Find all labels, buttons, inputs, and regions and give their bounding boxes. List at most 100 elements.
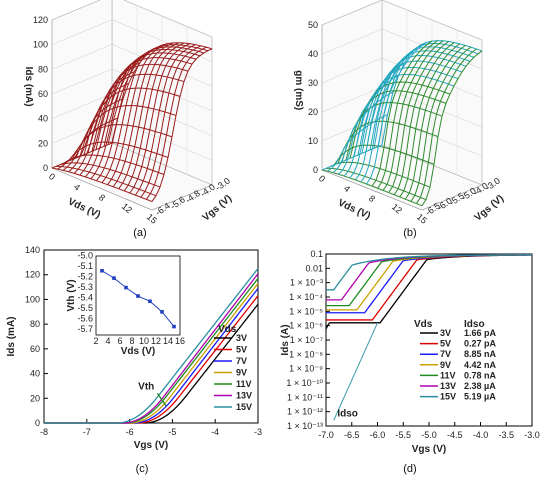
vth-arrow — [156, 392, 167, 407]
legend-label: 11V — [440, 370, 456, 380]
z-tick-label: 0 — [313, 165, 318, 175]
caption-a: (a) — [133, 227, 146, 239]
y-tick-label: 120 — [25, 270, 40, 280]
y-tick-label: 80 — [30, 319, 40, 329]
y-tick-label: 60 — [30, 344, 40, 354]
y-tick-label: 0 — [35, 418, 40, 428]
x-tick-label: -3 — [254, 427, 262, 437]
x-tick-label: -5.0 — [421, 430, 437, 440]
surface-line — [151, 48, 213, 202]
x-tick-label: -6.0 — [370, 430, 386, 440]
y-tick-label: 140 — [25, 245, 40, 255]
z-tick-label: 10 — [308, 136, 318, 146]
inset-y-tick-label: -5.7 — [77, 324, 93, 334]
x-tick-label: -3.5 — [498, 430, 514, 440]
surface-line — [377, 40, 438, 189]
idso-annotation: Idso — [337, 409, 358, 420]
x-tick-label: 15 — [145, 212, 159, 226]
y-tick-label: 1 × 10⁻⁵ — [289, 306, 323, 316]
legend-label: 11V — [236, 379, 252, 389]
surface-line — [129, 43, 190, 194]
surface-line — [51, 142, 113, 169]
legend-idso-value: 8.85 nA — [464, 349, 497, 359]
legend-label: 15V — [236, 402, 252, 412]
vth-annotation: Vth — [138, 382, 154, 393]
z-tick-label: 80 — [38, 64, 48, 74]
x-tick-label: -5.5 — [395, 430, 411, 440]
inset-y-tick-label: -5.5 — [77, 303, 93, 313]
legend-label: 5V — [236, 345, 247, 355]
surface-line — [382, 40, 444, 191]
legend-label: 9V — [440, 360, 451, 370]
surface-line — [388, 41, 449, 193]
x-axis-label: Vds (V) — [336, 197, 372, 222]
inset-y-tick-label: -5.4 — [77, 293, 93, 303]
x-tick-label: 12 — [390, 202, 404, 216]
z-tick-label: 20 — [308, 107, 318, 117]
surface-line — [96, 47, 157, 182]
x-tick-label: -7 — [83, 427, 91, 437]
x-tick-label: -6.5 — [344, 430, 360, 440]
x-tick-label: -6 — [126, 427, 134, 437]
x-tick-label: -4.0 — [473, 430, 489, 440]
y-tick-label: 1 × 10⁻¹¹ — [287, 392, 323, 402]
x-tick-label: -4.5 — [447, 430, 463, 440]
inset-x-tick-label: 16 — [175, 336, 185, 346]
panel-a: 0204060801001200481215-3.0-4.0-4.8-5.6-6… — [23, 0, 234, 226]
series-line — [325, 254, 533, 330]
inset-y-tick-label: -5.2 — [77, 272, 93, 282]
surface-line — [146, 46, 207, 200]
y-tick-label: 0.1 — [310, 249, 323, 259]
y-axis-label: Ids (A) — [280, 324, 291, 355]
series-line — [326, 254, 533, 311]
series-line — [44, 268, 259, 424]
inset-x-tick-label: 10 — [139, 336, 149, 346]
surface-line — [399, 43, 461, 198]
inset-y-tick-label: -5.3 — [77, 282, 93, 292]
series-line — [326, 254, 533, 307]
legend-header-idso: Idso — [464, 319, 485, 330]
x-tick-label: 12 — [120, 201, 134, 215]
surface-line — [101, 44, 163, 183]
panel-d: -7.0 -6.5 -6.0 -5.5 -5.0 -4.5 -4.0 -3.5 -3.0 0.1 0… — [280, 249, 540, 455]
x-axis-label: Vds (V) — [66, 196, 102, 221]
x-tick-label: 4 — [342, 183, 352, 194]
inset-x-tick-label: 2 — [93, 336, 98, 346]
x-tick-label: 0 — [47, 171, 57, 182]
legend-idso-value: 1.66 pA — [464, 328, 497, 338]
legend-label: 3V — [440, 328, 451, 338]
legend-label: 3V — [236, 333, 247, 343]
surface-line — [416, 48, 477, 204]
legend-label: 7V — [440, 349, 451, 359]
x-axis-label: Vgs (V) — [134, 440, 168, 451]
inset-x-tick-label: 14 — [163, 336, 173, 346]
y-tick-label: 1 × 10⁻⁹ — [289, 364, 323, 374]
y-tick-label: 1 × 10⁻¹³ — [287, 421, 323, 431]
series-line — [326, 254, 533, 291]
inset-x-tick-label: 6 — [117, 336, 122, 346]
surface-line — [107, 43, 168, 185]
inset-x-label: Vds (V) — [121, 346, 155, 357]
inset-point — [100, 268, 104, 273]
z-tick-label: 40 — [38, 114, 48, 124]
y-tick-label: 1 × 10⁻⁶ — [289, 321, 323, 331]
legend-label: 15V — [440, 392, 456, 402]
y-tick-label: 100 — [25, 294, 40, 304]
inset-y-tick-label: -5.0 — [77, 251, 93, 261]
surface-line — [421, 50, 483, 207]
surface-line — [366, 41, 427, 185]
x-tick-label: 4 — [72, 182, 82, 193]
surface-line — [404, 45, 466, 200]
y-tick-label: 1 × 10⁻⁴ — [289, 292, 323, 302]
legend-label: 7V — [236, 356, 247, 366]
y-tick-label: 40 — [30, 369, 40, 379]
panel-c: -8 -7 -6 -5 -4 -3 0 20 40 60 80 100 120 140 Vgs (V) Ids… — [6, 245, 262, 451]
z-tick-label: 20 — [38, 138, 48, 148]
x-tick-label: 0 — [317, 173, 327, 184]
legend-idso-value: 0.27 pA — [464, 339, 497, 349]
surface-line — [140, 45, 202, 198]
z-axis-label: Ids (mA) — [23, 67, 34, 107]
inset-y-label: Vth (V) — [66, 279, 77, 311]
x-tick-label: 15 — [415, 212, 429, 226]
